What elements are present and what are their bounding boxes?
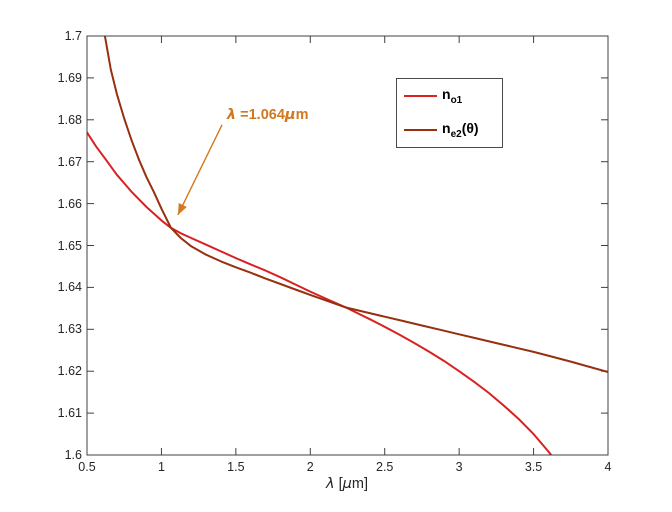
legend-label-n-o1: no1	[442, 86, 463, 106]
mu-symbol: μ	[284, 107, 296, 124]
x-tick-label: 2	[306, 460, 314, 474]
legend-entry-n-o1: no1	[397, 80, 502, 113]
y-tick-label: 1.65	[57, 238, 82, 253]
lambda-symbol: λ	[226, 107, 237, 124]
y-tick-label: 1.6	[64, 448, 82, 462]
y-tick-label: 1.67	[57, 154, 82, 169]
lambda-symbol: λ	[326, 476, 335, 492]
arrow-head	[177, 203, 187, 215]
x-axis-label: λ [μm]	[326, 476, 368, 492]
x-tick-label: 2.5	[376, 460, 394, 474]
legend-line-sample-n-e2	[404, 129, 437, 131]
y-tick-label: 1.66	[57, 196, 82, 211]
curve-n-o1	[87, 131, 553, 455]
y-tick-label: 1.63	[57, 322, 82, 337]
axes-box	[86, 35, 609, 456]
y-tick-label: 1.62	[57, 364, 82, 379]
mu-symbol: μ	[342, 476, 352, 492]
x-tick-label: 0.5	[78, 460, 96, 474]
arrow-shaft	[177, 124, 223, 216]
x-tick-label: 4	[604, 460, 612, 474]
legend-label-n-e2-theta: ne2(θ)	[442, 120, 479, 140]
legend-entry-n-e2-theta: ne2(θ)	[397, 114, 502, 147]
x-tick-label: 3.5	[524, 460, 543, 474]
tick-marks	[86, 35, 609, 456]
curve-n-e2-theta	[103, 36, 608, 373]
curves	[87, 36, 608, 455]
y-tick-label: 1.61	[57, 406, 82, 421]
annotation-text: λ =1.064μm	[226, 107, 309, 124]
y-tick-label: 1.7	[64, 29, 82, 43]
y-tick-label: 1.69	[57, 70, 82, 85]
x-tick-label: 1	[157, 460, 165, 474]
x-tick-label: 3	[455, 460, 463, 474]
y-tick-label: 1.64	[57, 280, 82, 295]
x-tick-label: 1.5	[227, 460, 245, 474]
legend-line-sample-n-o1	[404, 95, 437, 97]
annotation-arrow	[177, 124, 223, 216]
legend-box: no1 ne2(θ)	[396, 78, 503, 148]
y-tick-label: 1.68	[57, 112, 82, 127]
